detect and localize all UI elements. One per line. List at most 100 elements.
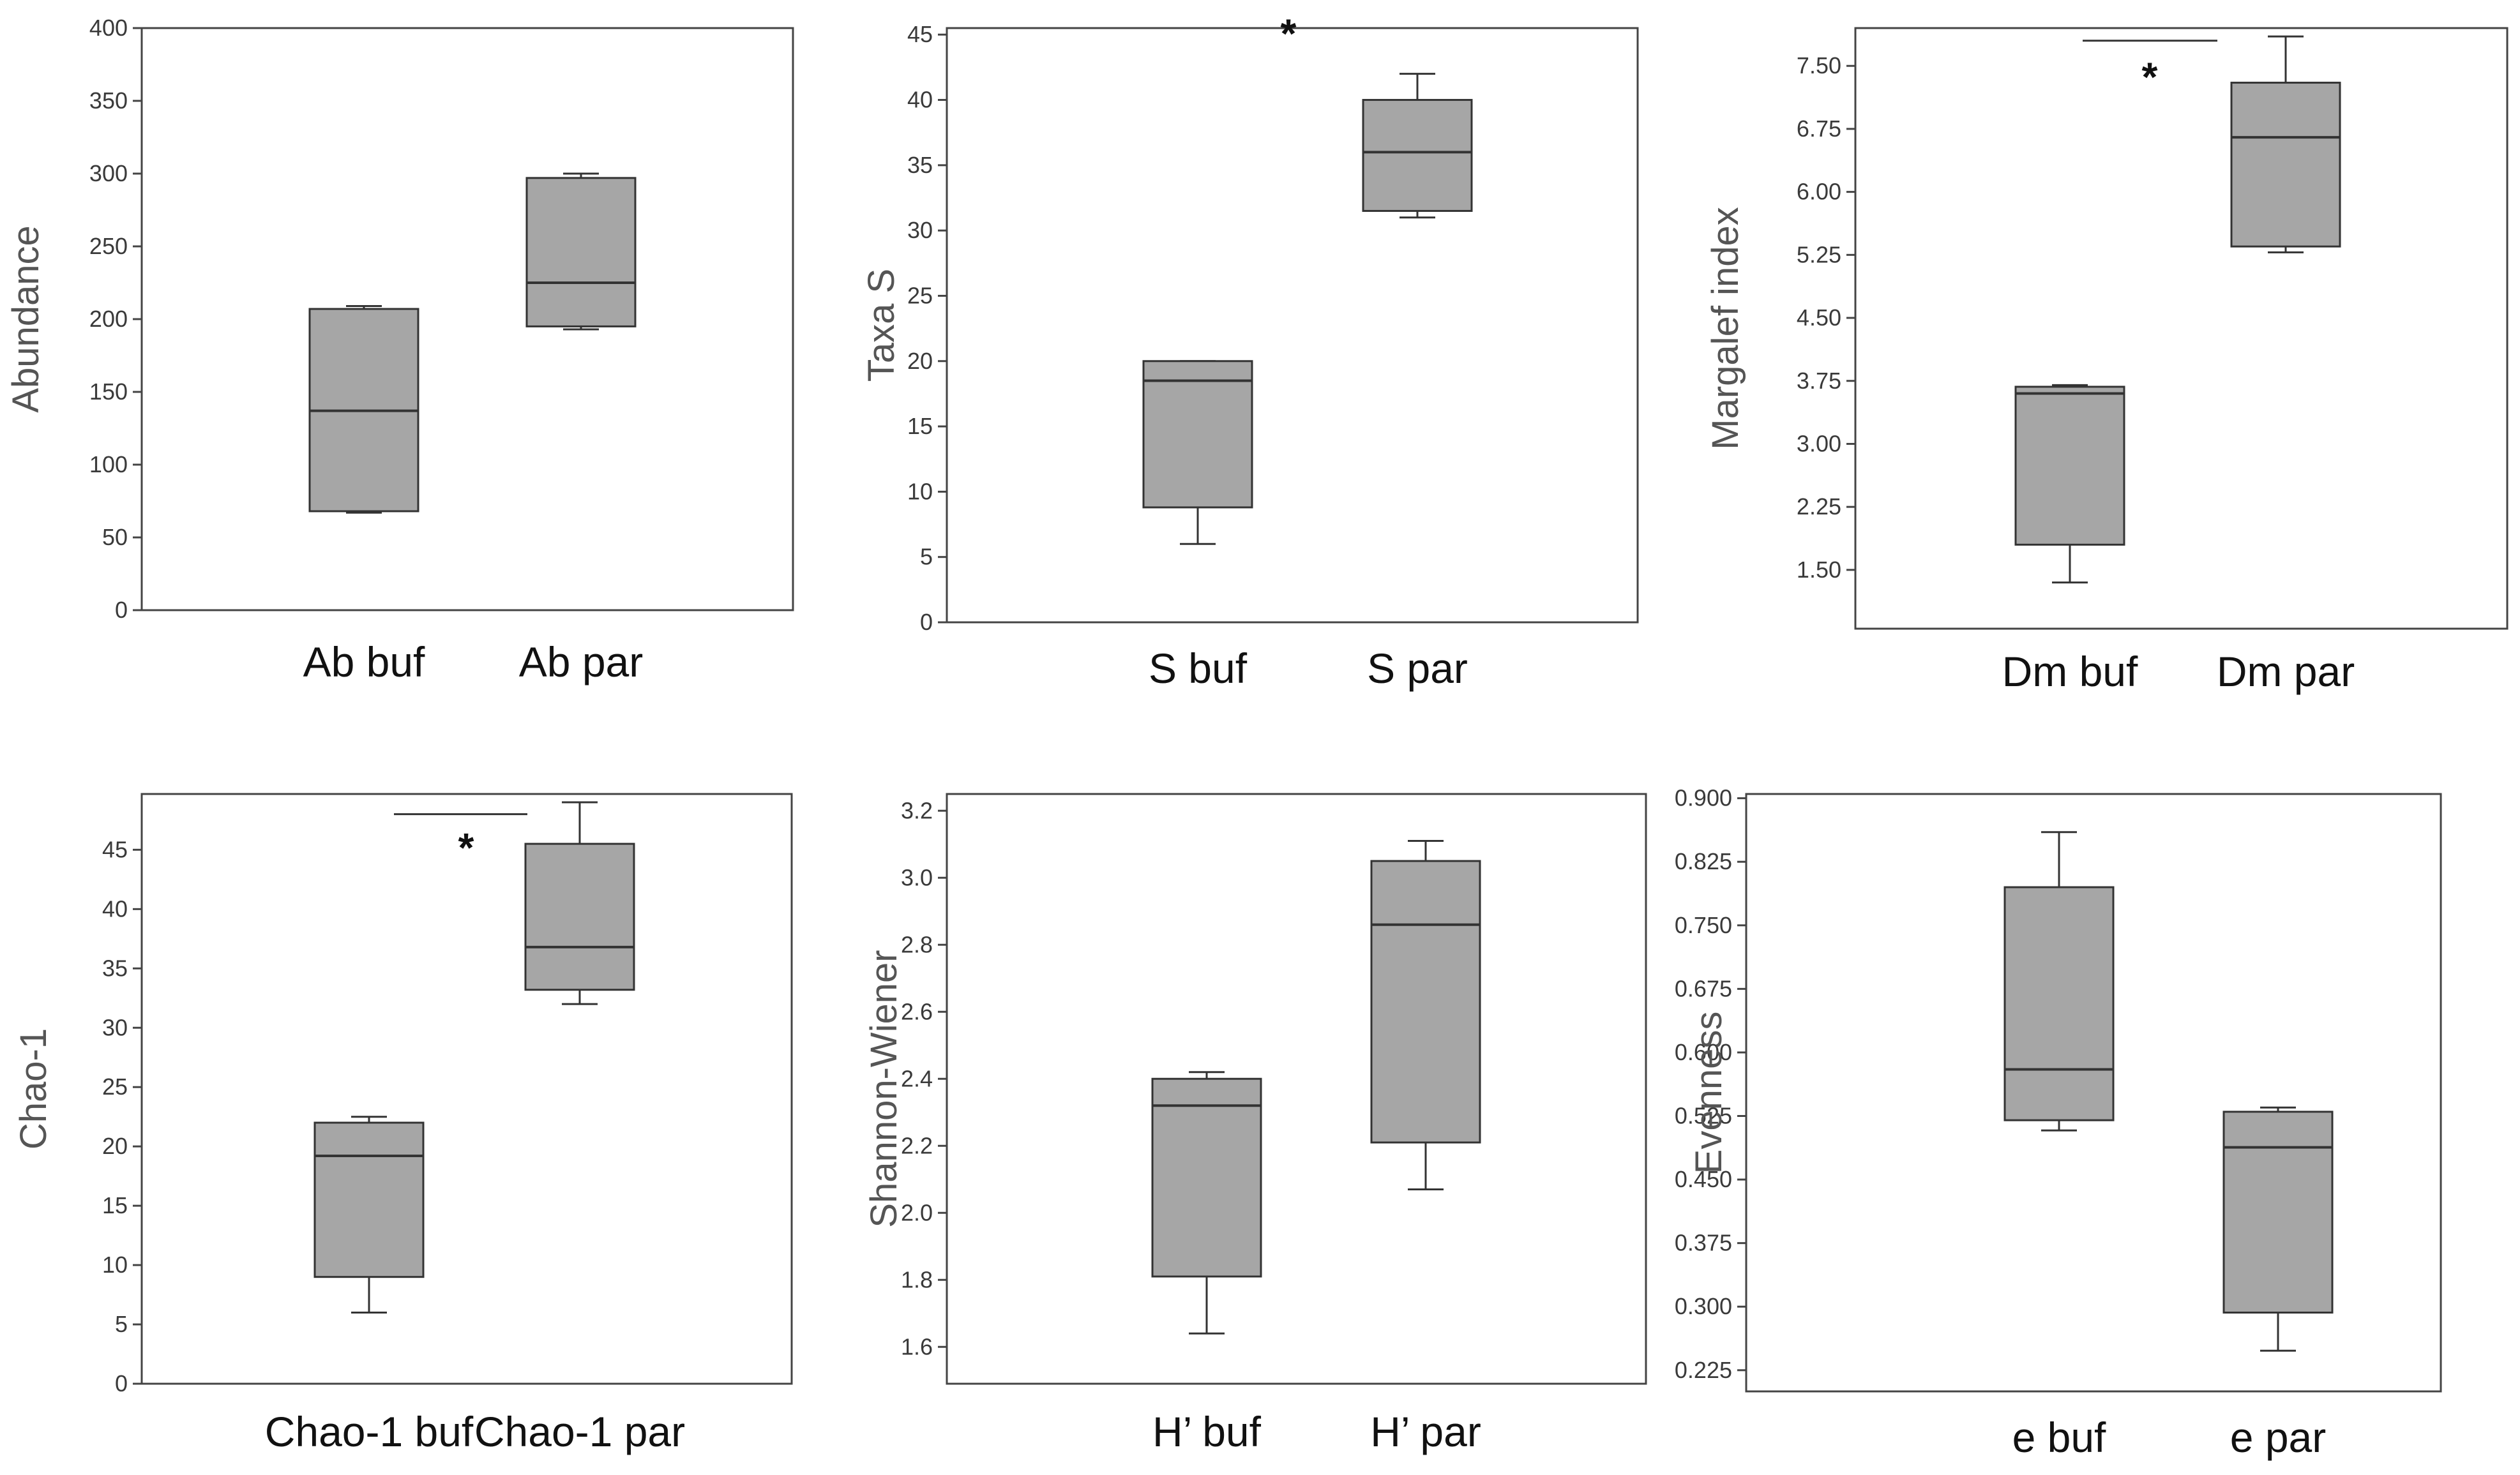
category-label: Chao-1 buf bbox=[265, 1408, 474, 1455]
y-tick-label: 2.6 bbox=[901, 998, 933, 1024]
category-label: Ab buf bbox=[303, 638, 425, 685]
y-axis-title: Abundance bbox=[5, 225, 47, 412]
y-tick-label: 2.0 bbox=[901, 1199, 933, 1225]
category-label: S par bbox=[1367, 645, 1468, 692]
y-tick-label: 0.600 bbox=[1675, 1039, 1732, 1065]
y-tick-label: 50 bbox=[102, 524, 128, 550]
y-axis-title: Shannon-Wiener bbox=[863, 950, 905, 1227]
category-label: e buf bbox=[2012, 1414, 2106, 1461]
y-tick-label: 10 bbox=[907, 478, 933, 504]
box-plot-panel: 0 50 100 150 200 250 300 350 400 Abundance Ab buf A… bbox=[5, 15, 794, 685]
box-buf bbox=[1142, 360, 1253, 545]
plot-frame bbox=[140, 793, 793, 1385]
y-tick-label: 1.50 bbox=[1797, 557, 1841, 583]
significance-star: * bbox=[2142, 54, 2158, 100]
category-label: Dm buf bbox=[2002, 648, 2138, 695]
box-par bbox=[1362, 73, 1473, 219]
box-plot-panel: 0.225 0.300 0.375 0.450 0.525 0.600 0.675 0.750… bbox=[1675, 785, 2442, 1461]
plot-frame bbox=[140, 27, 794, 611]
y-tick-label: 150 bbox=[89, 378, 128, 405]
box-plot-panel: 1.50 2.25 3.00 3.75 4.50 5.25 6.00 6.75 7.50 Marg… bbox=[1705, 27, 2509, 695]
y-tick-label: 0.750 bbox=[1675, 912, 1732, 938]
y-axis-title: Margalef index bbox=[1705, 207, 1746, 449]
y-tick-label: 25 bbox=[907, 282, 933, 308]
y-tick-label: 2.2 bbox=[901, 1132, 933, 1158]
y-tick-label: 0 bbox=[920, 609, 933, 635]
y-tick-label: 250 bbox=[89, 233, 128, 259]
box-plot-panel: 1.6 1.8 2.0 2.2 2.4 2.6 2.8 3.0 3.2 Shannon-Wiene… bbox=[863, 793, 1647, 1455]
y-axis-title: Evenness bbox=[1688, 1012, 1730, 1174]
box-iqr bbox=[525, 177, 637, 327]
y-tick-label: 3.0 bbox=[901, 864, 933, 890]
y-tick-label: 5 bbox=[115, 1311, 128, 1337]
box-iqr bbox=[2222, 1111, 2334, 1314]
box-buf bbox=[308, 304, 419, 514]
box-iqr bbox=[313, 1121, 425, 1278]
y-tick-label: 2.4 bbox=[901, 1065, 933, 1091]
y-tick-label: 1.8 bbox=[901, 1266, 933, 1292]
y-tick-label: 0.375 bbox=[1675, 1230, 1732, 1256]
y-tick-label: 3.2 bbox=[901, 797, 933, 823]
y-tick-label: 40 bbox=[907, 87, 933, 113]
y-tick-label: 300 bbox=[89, 160, 128, 186]
y-tick-label: 35 bbox=[102, 955, 128, 981]
box-par bbox=[2222, 1106, 2334, 1352]
y-tick-label: 30 bbox=[907, 217, 933, 243]
category-label: e par bbox=[2230, 1414, 2326, 1461]
significance-star: * bbox=[1281, 11, 1297, 57]
box-buf bbox=[1151, 1071, 1262, 1335]
box-par bbox=[2230, 35, 2341, 253]
y-tick-label: 0 bbox=[115, 597, 128, 623]
y-tick-label: 20 bbox=[102, 1133, 128, 1159]
y-tick-label: 30 bbox=[102, 1014, 128, 1040]
y-tick-label: 100 bbox=[89, 451, 128, 477]
category-label: H’ buf bbox=[1152, 1408, 1262, 1455]
box-par bbox=[525, 172, 637, 331]
y-tick-label: 0.825 bbox=[1675, 848, 1732, 874]
category-label: S buf bbox=[1149, 645, 1248, 692]
y-tick-label: 5 bbox=[920, 544, 933, 570]
y-tick-label: 25 bbox=[102, 1074, 128, 1100]
y-tick-label: 2.25 bbox=[1797, 493, 1841, 520]
box-iqr bbox=[1362, 99, 1473, 212]
y-tick-label: 10 bbox=[102, 1252, 128, 1278]
box-buf bbox=[2014, 384, 2125, 584]
y-tick-label: 20 bbox=[907, 348, 933, 374]
y-tick-label: 3.75 bbox=[1797, 368, 1841, 394]
y-tick-label: 5.25 bbox=[1797, 241, 1841, 267]
box-iqr bbox=[1370, 860, 1481, 1144]
category-label: H’ par bbox=[1370, 1408, 1481, 1455]
y-tick-label: 0 bbox=[115, 1370, 128, 1396]
y-tick-label: 6.00 bbox=[1797, 179, 1841, 205]
plot-frame bbox=[946, 793, 1647, 1385]
y-axis-title: Taxa S bbox=[861, 269, 902, 382]
y-tick-label: 45 bbox=[907, 21, 933, 47]
significance-star: * bbox=[458, 825, 474, 871]
y-tick-label: 4.50 bbox=[1797, 304, 1841, 331]
category-label: Chao-1 par bbox=[474, 1408, 685, 1455]
y-tick-label: 0.225 bbox=[1675, 1357, 1732, 1383]
box-plot-panel: 0 5 10 15 20 25 30 35 40 45 Chao-1 Chao-1 buf Chao-1… bbox=[13, 793, 793, 1455]
y-tick-label: 15 bbox=[907, 413, 933, 439]
box-iqr bbox=[2003, 886, 2115, 1121]
y-tick-label: 0.900 bbox=[1675, 785, 1732, 811]
box-par bbox=[524, 801, 635, 1005]
y-tick-label: 0.300 bbox=[1675, 1293, 1732, 1319]
y-tick-label: 6.75 bbox=[1797, 116, 1841, 142]
y-tick-label: 35 bbox=[907, 152, 933, 178]
y-tick-label: 400 bbox=[89, 15, 128, 41]
y-tick-label: 0.525 bbox=[1675, 1103, 1732, 1129]
y-tick-label: 7.50 bbox=[1797, 52, 1841, 79]
box-iqr bbox=[524, 842, 635, 991]
y-tick-label: 200 bbox=[89, 306, 128, 332]
y-tick-label: 15 bbox=[102, 1192, 128, 1218]
y-axis-title: Chao-1 bbox=[13, 1028, 54, 1149]
box-plot-panel: 0 5 10 15 20 25 30 35 40 45 Taxa S S buf S par * bbox=[861, 11, 1639, 692]
y-tick-label: 350 bbox=[89, 87, 128, 114]
box-buf bbox=[313, 1116, 425, 1314]
y-tick-label: 2.8 bbox=[901, 931, 933, 957]
y-tick-label: 1.6 bbox=[901, 1333, 933, 1359]
y-tick-label: 45 bbox=[102, 836, 128, 862]
y-tick-label: 0.675 bbox=[1675, 975, 1732, 1001]
